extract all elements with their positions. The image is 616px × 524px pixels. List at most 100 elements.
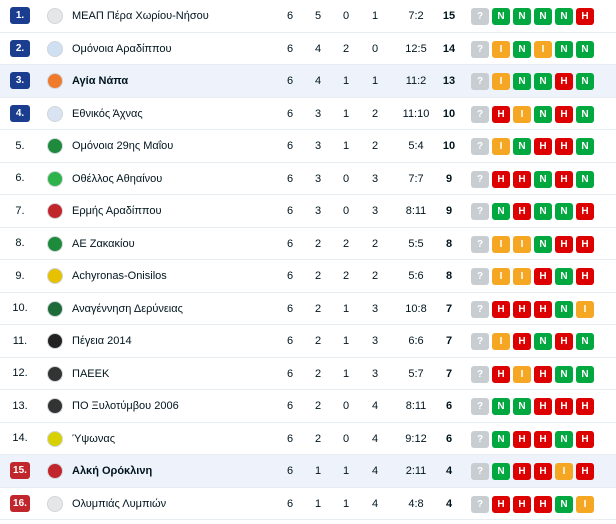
team-name-link[interactable]: Πέγεια 2014	[72, 335, 132, 347]
form-badge[interactable]: N	[576, 170, 594, 188]
next-match-badge[interactable]: ?	[471, 495, 489, 513]
team-name-link[interactable]: ΑΕ Ζακακίου	[72, 237, 135, 250]
form-badge[interactable]: N	[513, 73, 531, 90]
form-badge[interactable]: N	[513, 398, 531, 415]
form-badge[interactable]: I	[513, 235, 531, 253]
form-badge[interactable]: N	[555, 300, 573, 318]
form-badge[interactable]: H	[555, 235, 573, 253]
next-match-badge[interactable]: ?	[471, 333, 489, 350]
form-badge[interactable]: H	[576, 463, 594, 480]
form-badge[interactable]: H	[513, 300, 531, 318]
form-badge[interactable]: N	[534, 203, 552, 220]
next-match-badge[interactable]: ?	[471, 463, 489, 480]
form-badge[interactable]: H	[555, 105, 573, 123]
form-badge[interactable]: H	[555, 138, 573, 155]
form-badge[interactable]: H	[534, 398, 552, 415]
form-badge[interactable]: H	[492, 300, 510, 318]
team-name-link[interactable]: Αλκή Ορόκλινη	[72, 465, 153, 477]
table-row[interactable]: 14. Ύψωνας 6 2 0 4 9:12 6? N H H N H	[0, 422, 616, 455]
form-badge[interactable]: H	[576, 235, 594, 253]
table-row[interactable]: 5. Ομόνοια 29ης Μαΐου 6 3 1 2 5:4 10? I N H H N	[0, 130, 616, 163]
form-badge[interactable]: I	[492, 235, 510, 253]
table-row[interactable]: 10. Αναγέννηση Δερύνειας 6 2 1 3 10:8 7? H H H N I	[0, 292, 616, 325]
next-match-badge[interactable]: ?	[471, 300, 489, 318]
form-badge[interactable]: I	[576, 300, 594, 318]
form-badge[interactable]: N	[555, 495, 573, 513]
team-name-link[interactable]: Ύψωνας	[72, 432, 116, 445]
form-badge[interactable]: N	[555, 8, 573, 25]
form-badge[interactable]: I	[492, 138, 510, 155]
form-badge[interactable]: H	[513, 333, 531, 350]
form-badge[interactable]: N	[513, 8, 531, 25]
form-badge[interactable]: H	[513, 463, 531, 480]
form-badge[interactable]: H	[576, 8, 594, 25]
form-badge[interactable]: N	[513, 40, 531, 58]
form-badge[interactable]: N	[492, 398, 510, 415]
form-badge[interactable]: H	[555, 333, 573, 350]
next-match-badge[interactable]: ?	[471, 105, 489, 123]
table-row[interactable]: 2. Ομόνοια Αραδίππου 6 4 2 0 12:5 14? I N I N N	[0, 32, 616, 65]
form-badge[interactable]: N	[534, 333, 552, 350]
form-badge[interactable]: H	[576, 398, 594, 415]
team-name-link[interactable]: Εθνικός Άχνας	[72, 107, 143, 120]
next-match-badge[interactable]: ?	[471, 398, 489, 415]
next-match-badge[interactable]: ?	[471, 8, 489, 25]
next-match-badge[interactable]: ?	[471, 73, 489, 90]
table-row[interactable]: 4. Εθνικός Άχνας 6 3 1 2 11:10 10? H I N H N	[0, 97, 616, 130]
form-badge[interactable]: N	[492, 8, 510, 25]
form-badge[interactable]: H	[555, 73, 573, 90]
form-badge[interactable]: I	[555, 463, 573, 480]
form-badge[interactable]: I	[513, 105, 531, 123]
table-row[interactable]: 15. Αλκή Ορόκλινη 6 1 1 4 2:11 4? N H H I H	[0, 455, 616, 488]
table-row[interactable]: 9. Achyronas-Onisilos 6 2 2 2 5:6 8? I I H N H	[0, 260, 616, 293]
table-row[interactable]: 12. ΠΑΕΕΚ 6 2 1 3 5:7 7? H I H N N	[0, 357, 616, 390]
team-name-link[interactable]: ΠΑΕΕΚ	[72, 367, 110, 380]
team-name-link[interactable]: ΠΟ Ξυλοτύμβου 2006	[72, 400, 179, 412]
form-badge[interactable]: H	[555, 398, 573, 415]
form-badge[interactable]: I	[492, 73, 510, 90]
form-badge[interactable]: H	[492, 170, 510, 188]
form-badge[interactable]: H	[534, 300, 552, 318]
form-badge[interactable]: N	[534, 8, 552, 25]
team-name-link[interactable]: Αναγέννηση Δερύνειας	[72, 302, 183, 315]
form-badge[interactable]: H	[534, 495, 552, 513]
form-badge[interactable]: N	[576, 105, 594, 123]
form-badge[interactable]: N	[492, 430, 510, 448]
table-row[interactable]: 3. Αγία Νάπα 6 4 1 1 11:2 13? I N N H N	[0, 65, 616, 98]
form-badge[interactable]: I	[492, 40, 510, 58]
team-name-link[interactable]: ΜΕΑΠ Πέρα Χωρίου-Νήσου	[72, 10, 209, 22]
form-badge[interactable]: H	[492, 495, 510, 513]
team-name-link[interactable]: Οθέλλος Αθηαίνου	[72, 172, 163, 185]
form-badge[interactable]: N	[534, 235, 552, 253]
form-badge[interactable]: H	[492, 105, 510, 123]
form-badge[interactable]: H	[513, 203, 531, 220]
form-badge[interactable]: N	[555, 365, 573, 383]
team-name-link[interactable]: Ομόνοια 29ης Μαΐου	[72, 140, 174, 152]
team-name-link[interactable]: Achyronas-Onisilos	[72, 270, 167, 282]
next-match-badge[interactable]: ?	[471, 235, 489, 253]
next-match-badge[interactable]: ?	[471, 203, 489, 220]
form-badge[interactable]: H	[576, 268, 594, 285]
form-badge[interactable]: N	[576, 138, 594, 155]
form-badge[interactable]: I	[513, 365, 531, 383]
table-row[interactable]: 8. ΑΕ Ζακακίου 6 2 2 2 5:5 8? I I N H H	[0, 227, 616, 260]
form-badge[interactable]: N	[555, 40, 573, 58]
table-row[interactable]: 7. Ερμής Αραδίππου 6 3 0 3 8:11 9? N H N N H	[0, 195, 616, 228]
form-badge[interactable]: I	[513, 268, 531, 285]
team-name-link[interactable]: Ομόνοια Αραδίππου	[72, 42, 172, 55]
form-badge[interactable]: H	[534, 430, 552, 448]
form-badge[interactable]: H	[513, 170, 531, 188]
next-match-badge[interactable]: ?	[471, 365, 489, 383]
team-name-link[interactable]: Ερμής Αραδίππου	[72, 205, 162, 217]
form-badge[interactable]: I	[534, 40, 552, 58]
next-match-badge[interactable]: ?	[471, 170, 489, 188]
form-badge[interactable]: I	[492, 268, 510, 285]
table-row[interactable]: 16. Ολυμπιάς Λυμπιών 6 1 1 4 4:8 4? H H H N I	[0, 487, 616, 520]
form-badge[interactable]: N	[534, 105, 552, 123]
form-badge[interactable]: I	[492, 333, 510, 350]
table-row[interactable]: 13. ΠΟ Ξυλοτύμβου 2006 6 2 0 4 8:11 6? N N H H H	[0, 390, 616, 423]
form-badge[interactable]: H	[534, 268, 552, 285]
next-match-badge[interactable]: ?	[471, 138, 489, 155]
team-name-link[interactable]: Ολυμπιάς Λυμπιών	[72, 497, 167, 510]
form-badge[interactable]: H	[576, 430, 594, 448]
